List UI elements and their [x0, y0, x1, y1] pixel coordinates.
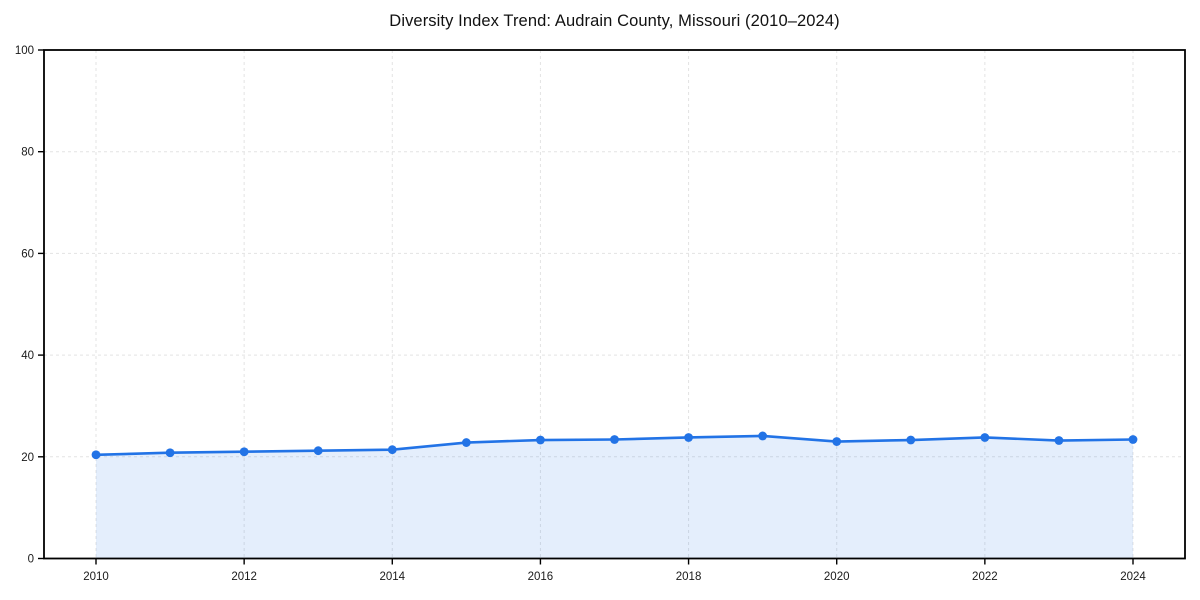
- chart-title: Diversity Index Trend: Audrain County, M…: [389, 12, 840, 30]
- data-point-marker: [165, 448, 175, 458]
- data-points: [91, 431, 1138, 460]
- data-point-marker: [906, 435, 916, 445]
- y-tick-label: 60: [21, 248, 34, 260]
- tick-marks: [38, 49, 1134, 565]
- x-tick-label: 2018: [676, 571, 702, 583]
- data-point-marker: [758, 431, 768, 441]
- x-tick-label: 2014: [379, 571, 405, 583]
- data-point-marker: [610, 435, 619, 444]
- y-tick-label: 0: [28, 554, 34, 566]
- y-tick-label: 40: [21, 350, 34, 362]
- axes-frame: [43, 49, 1186, 560]
- x-tick-label: 2012: [231, 571, 257, 583]
- area-fill: [96, 435, 1133, 559]
- data-point-marker: [536, 435, 545, 445]
- data-point-marker: [684, 433, 693, 442]
- data-point-marker: [461, 438, 471, 447]
- y-tick-label: 80: [21, 147, 34, 159]
- x-tick-label: 2024: [1120, 571, 1146, 583]
- x-tick-label: 2016: [528, 571, 554, 583]
- grid-lines: [44, 50, 1185, 559]
- x-tick-label: 2010: [83, 571, 109, 583]
- data-point-marker: [832, 437, 842, 446]
- data-point-marker: [1128, 435, 1138, 444]
- data-point-marker: [980, 433, 990, 442]
- data-point-marker: [91, 450, 101, 460]
- x-tick-labels: 2010 2012 2014 2016 2018 2020 2022 2024: [83, 571, 1146, 583]
- y-tick-label: 20: [21, 452, 34, 464]
- y-tick-labels: 0 20 40 60 80 100: [15, 45, 34, 566]
- data-point-marker: [387, 445, 397, 455]
- data-point-marker: [239, 447, 249, 457]
- data-point-marker: [313, 446, 323, 456]
- x-tick-label: 2020: [824, 571, 850, 583]
- y-tick-label: 100: [15, 45, 34, 57]
- data-point-marker: [1054, 436, 1064, 445]
- x-tick-label: 2022: [972, 571, 998, 583]
